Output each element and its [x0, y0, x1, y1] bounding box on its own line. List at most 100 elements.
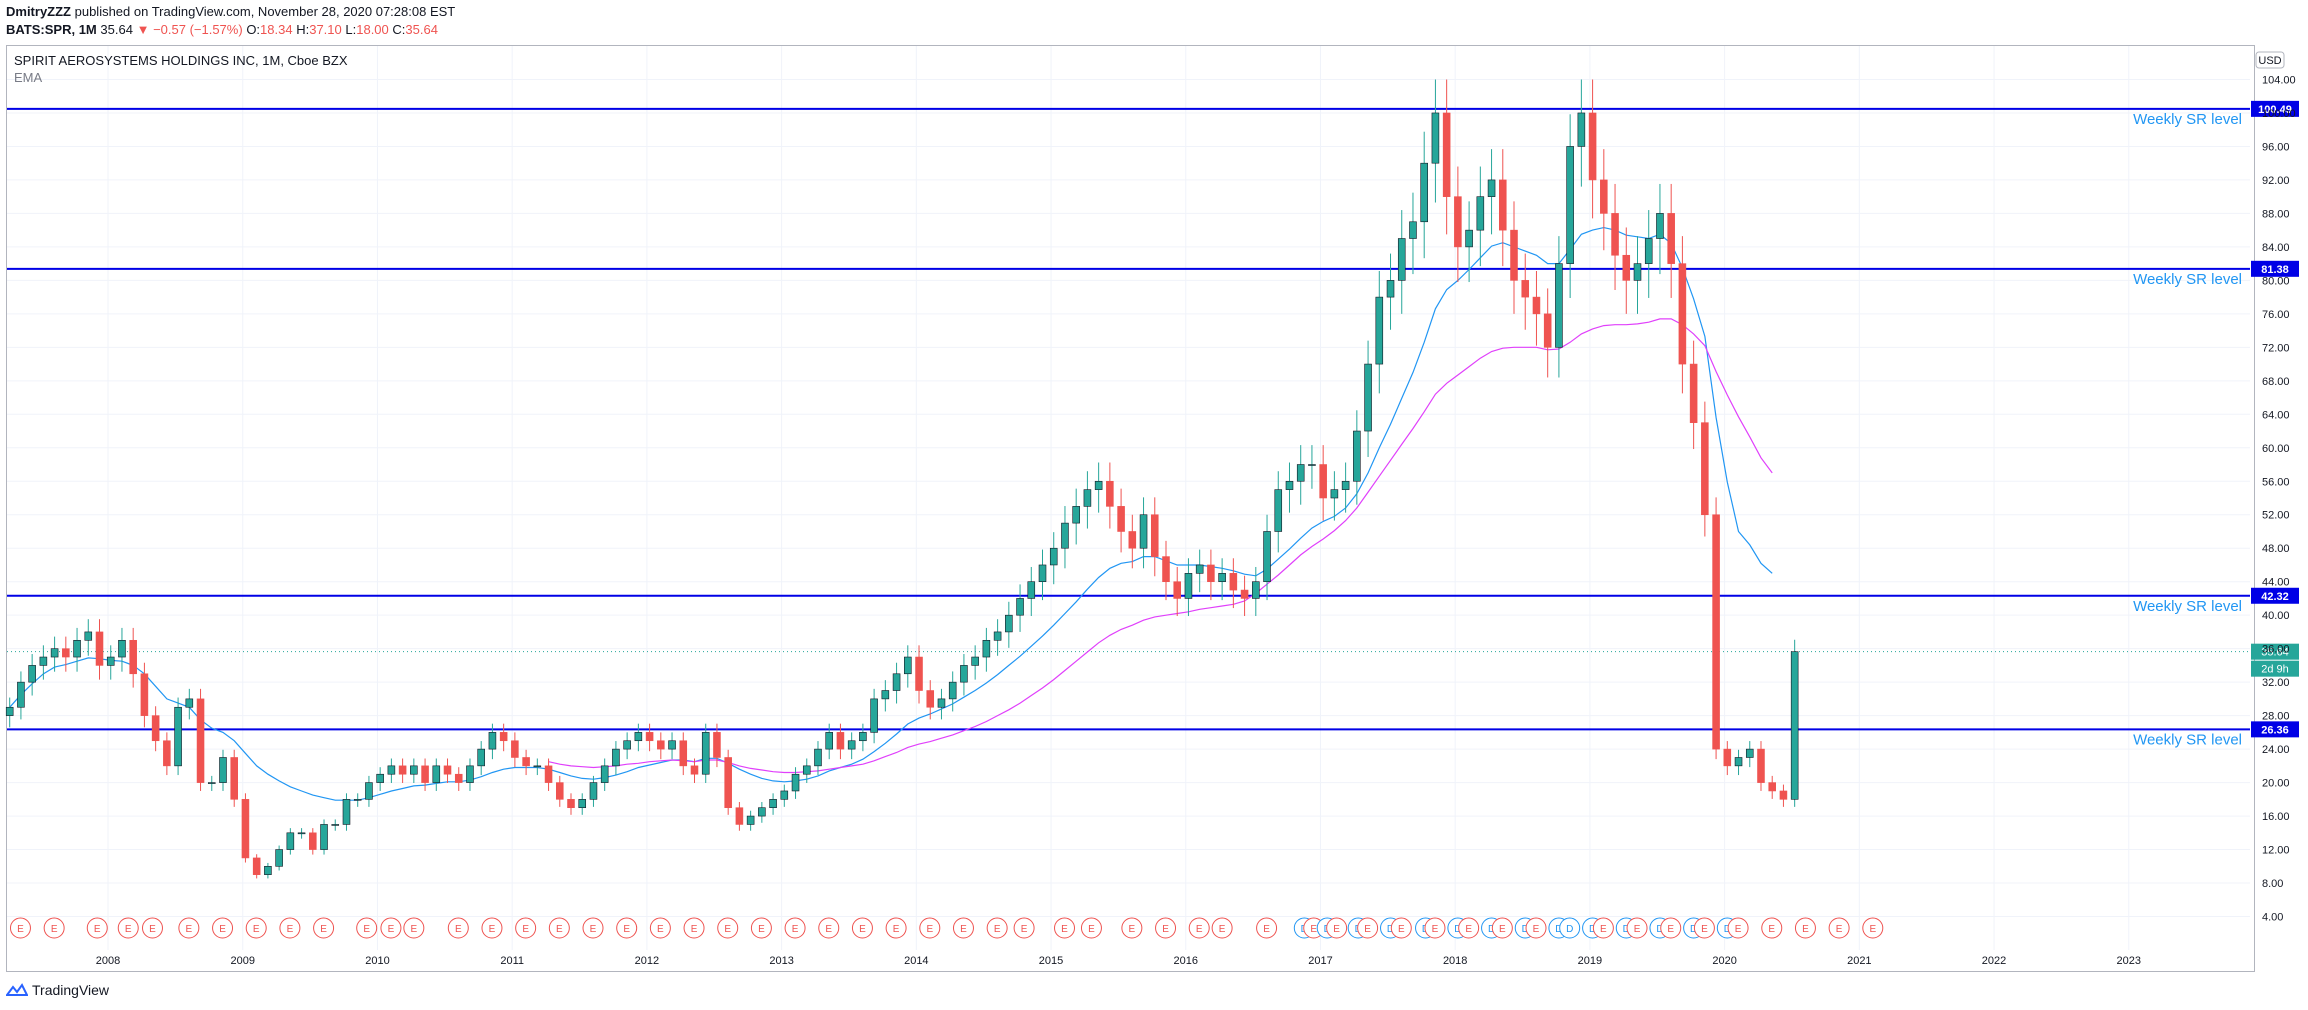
ema-indicator-label[interactable]: EMA [14, 70, 43, 85]
earnings-marker [141, 917, 163, 939]
candle-down [679, 740, 688, 767]
marker-label: E [363, 924, 370, 935]
candle-down [1521, 280, 1530, 298]
open-value: 18.34 [260, 22, 293, 37]
high-label: H: [296, 22, 310, 37]
x-tick-label: 2014 [904, 955, 928, 967]
earnings-marker [649, 917, 671, 939]
candle-down [1229, 573, 1238, 591]
candle-up [1476, 196, 1485, 231]
marker-label: E [186, 924, 193, 935]
candle-down [1611, 213, 1619, 256]
low-label: L: [345, 22, 357, 37]
marker-label: E [1310, 924, 1317, 935]
price-axis: 4.00 8.00 12.00 16.00 20.00 24.00 28.00 32.00 36… [2255, 51, 2296, 924]
candle-down [713, 732, 721, 758]
sr-price-badge [2251, 587, 2299, 604]
dividend-marker [1559, 917, 1581, 939]
open-label: O: [246, 22, 261, 37]
candle-up [466, 765, 474, 783]
candle-up [297, 832, 306, 835]
candle-up [28, 665, 36, 683]
tradingview-logo-icon [6, 983, 28, 996]
candle-up [600, 765, 609, 783]
marker-label: E [1701, 924, 1708, 935]
y-tick-label: 96.00 [2262, 141, 2290, 153]
candle-up [432, 765, 441, 783]
earnings-marker [356, 917, 378, 939]
candle-down [1319, 464, 1327, 499]
x-tick-label: 2017 [1308, 955, 1332, 967]
marker-label: E [825, 924, 832, 935]
candle-up [859, 732, 867, 742]
candle-up [948, 681, 957, 700]
sr-level-label: Weekly SR level [2133, 731, 2242, 748]
footer-brand[interactable]: TradingView [32, 982, 110, 998]
earnings-marker [548, 917, 570, 939]
earnings-marker [1013, 917, 1035, 939]
candle-up [342, 799, 351, 825]
earnings-marker [1155, 917, 1177, 939]
x-tick-label: 2016 [1174, 955, 1198, 967]
earnings-marker [380, 917, 402, 939]
candle-up [993, 631, 1002, 641]
candle-up [1274, 489, 1283, 532]
earnings-marker [1357, 917, 1379, 939]
candle-up [769, 799, 777, 809]
earnings-markers: EEEEEEEEEEEEEEEEEEEEEEEEEEEEEEEEEEEEEEDE… [9, 917, 1884, 939]
y-tick-label: 84.00 [2262, 242, 2290, 254]
marker-label: E [320, 924, 327, 935]
earnings-marker [1390, 917, 1412, 939]
candle-down [129, 639, 137, 675]
candle-up [17, 681, 25, 708]
candle-down [836, 732, 845, 750]
marker-label: E [691, 924, 698, 935]
author-name[interactable]: DmitryZZZ [6, 4, 71, 19]
marker-label: E [253, 924, 260, 935]
earnings-marker [1211, 917, 1233, 939]
marker-label: D [1555, 924, 1562, 935]
earnings-marker [919, 917, 941, 939]
candle-up [1061, 522, 1069, 549]
candle-up [331, 824, 340, 826]
candle-up [1341, 480, 1350, 490]
candle-up [791, 773, 800, 792]
earnings-marker [1626, 917, 1648, 939]
x-tick-label: 2020 [1712, 955, 1736, 967]
down-arrow-icon: ▼ [136, 22, 150, 37]
x-tick-label: 2015 [1039, 955, 1063, 967]
marker-label: D [1488, 924, 1495, 935]
candle-down [1588, 112, 1597, 181]
candle-up [1465, 229, 1473, 248]
marker-label: E [893, 924, 900, 935]
candle-up [174, 706, 182, 767]
candle-up [1566, 146, 1574, 264]
marker-label: E [489, 924, 496, 935]
marker-label: E [1333, 924, 1340, 935]
candle-up [825, 732, 833, 750]
last-price-badge [2251, 643, 2299, 660]
candle-up [1577, 112, 1586, 147]
x-tick-label: 2018 [1443, 955, 1467, 967]
marker-label: E [724, 924, 731, 935]
candle-down [1150, 514, 1159, 557]
chart-frame[interactable] [6, 45, 2255, 972]
candle-up [701, 732, 710, 775]
marker-label: E [1219, 924, 1226, 935]
marker-label: E [125, 924, 132, 935]
earnings-marker [683, 917, 705, 939]
candle-down [1510, 229, 1518, 281]
candle-up [578, 799, 587, 809]
sr-level-label: Weekly SR level [2133, 598, 2242, 615]
sr-level-label: Weekly SR level [2133, 111, 2242, 128]
earnings-marker [403, 917, 425, 939]
close-label: C: [392, 22, 406, 37]
candle-down [1723, 748, 1732, 767]
candle-up [982, 639, 991, 658]
candle-down [398, 765, 407, 775]
candle-up [1431, 112, 1440, 164]
sr-price-label: 26.36 [2261, 724, 2289, 736]
candle-up [1083, 489, 1092, 507]
candle-down [1173, 581, 1182, 599]
